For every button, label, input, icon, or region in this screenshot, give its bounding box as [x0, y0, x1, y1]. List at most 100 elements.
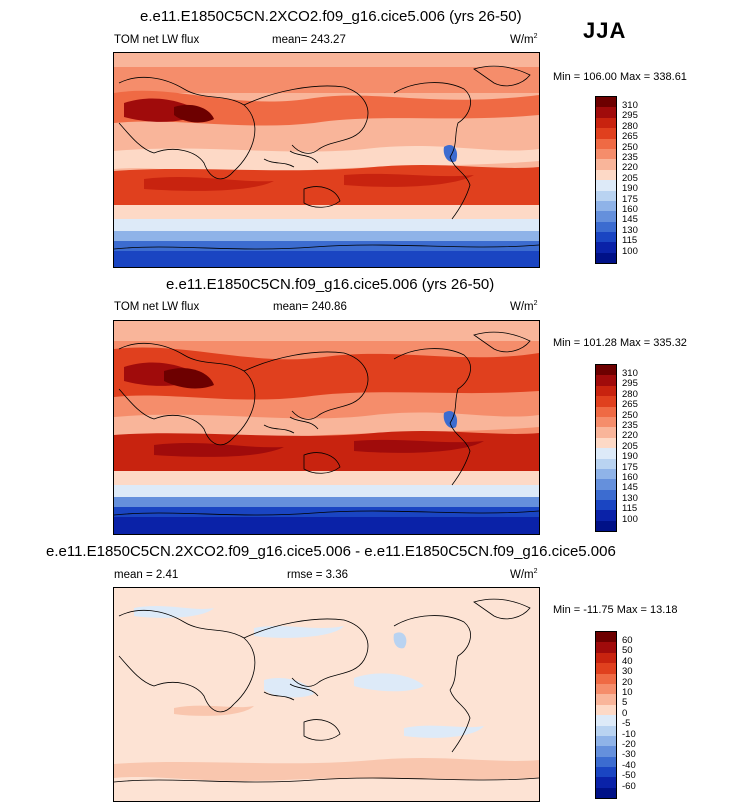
- tick-label: 310: [622, 368, 638, 379]
- map-antarctic-core: [114, 517, 539, 534]
- panel-1-units: W/m2: [510, 33, 538, 46]
- colorbar-seg-3: [596, 652, 616, 664]
- tick-label: -30: [622, 749, 636, 761]
- colorbar-seg-9: [596, 715, 616, 726]
- map-antarctic-edge-band: [114, 497, 539, 507]
- tick-label: 130: [622, 492, 638, 504]
- map-subtropical-band-north: [114, 347, 539, 400]
- tick-label: 265: [622, 399, 638, 411]
- map-coastlines: [114, 65, 539, 250]
- map-negative-patch: [393, 632, 407, 649]
- tick-label: 0: [622, 707, 628, 719]
- map-negative-patch: [134, 606, 214, 618]
- tick-label: 115: [622, 235, 638, 247]
- tick-label: 145: [622, 482, 638, 494]
- map-positive-patch: [174, 705, 254, 716]
- tick-label: 205: [622, 172, 638, 184]
- colorbar-seg-8: [596, 437, 616, 449]
- map-negative-patch: [254, 626, 344, 638]
- map-hotspot-a: [154, 443, 284, 457]
- map-itcz-band: [114, 145, 539, 173]
- tick-label: 250: [622, 141, 638, 153]
- panel-3-map: [113, 587, 540, 802]
- panel-1-minmax: Min = 106.00 Max = 338.61: [553, 71, 687, 83]
- tick-label: 190: [622, 451, 638, 463]
- colorbar-seg-6: [596, 416, 616, 428]
- tick-label: 160: [622, 204, 638, 215]
- map-negative-patch: [264, 677, 314, 698]
- colorbar-seg-1: [596, 365, 616, 376]
- panel-2-colorbar: [595, 364, 617, 532]
- tick-label: 235: [622, 152, 638, 163]
- panel-3-mean-label: mean = 2.41: [114, 569, 179, 581]
- tick-label: 5: [622, 697, 628, 709]
- panel-2-title: e.e11.E1850C5CN.f09_g16.cice5.006 (yrs 2…: [166, 276, 495, 293]
- colorbar-seg-9: [596, 180, 616, 191]
- panel-2-variable-label: TOM net LW flux: [114, 301, 200, 313]
- panel-1-map-svg: [114, 53, 539, 267]
- colorbar-seg-4: [596, 396, 616, 407]
- map-hotspot-a: [144, 177, 274, 191]
- colorbar-seg-3: [596, 117, 616, 129]
- tick-label: 40: [622, 655, 633, 667]
- colorbar-seg-15: [596, 777, 616, 788]
- map-itcz-band: [114, 412, 539, 439]
- tick-label: 100: [622, 513, 638, 525]
- tick-label: 265: [622, 131, 638, 143]
- panel-3-rmse-label: rmse = 3.36: [287, 569, 349, 581]
- colorbar-seg-10: [596, 190, 616, 201]
- tick-label: -50: [622, 770, 636, 782]
- colorbar-seg-11: [596, 735, 616, 747]
- panel-3-title: e.e11.E1850C5CN.2XCO2.f09_g16.cice5.006 …: [46, 543, 616, 560]
- panel-1-title: e.e11.E1850C5CN.2XCO2.f09_g16.cice5.006 …: [140, 8, 522, 25]
- tick-label: 220: [622, 430, 638, 442]
- tick-label: 50: [622, 645, 633, 657]
- colorbar-seg-12: [596, 479, 616, 490]
- panel-1-map: [113, 52, 540, 268]
- map-arctic-band: [114, 53, 539, 67]
- tick-label: 235: [622, 420, 638, 431]
- tick-label: -5: [622, 718, 631, 730]
- colorbar-seg-2: [596, 107, 616, 118]
- colorbar-seg-13: [596, 489, 616, 501]
- colorbar-seg-11: [596, 200, 616, 212]
- tick-label: 60: [622, 635, 633, 646]
- colorbar-seg-7: [596, 159, 616, 170]
- panel-3-units: W/m2: [510, 568, 538, 581]
- colorbar-seg-4: [596, 663, 616, 674]
- colorbar-seg-15: [596, 242, 616, 253]
- colorbar-seg-2: [596, 642, 616, 653]
- map-southern-ocean-band: [114, 219, 539, 231]
- map-coastlines: [114, 598, 539, 783]
- tick-label: 175: [622, 193, 638, 205]
- colorbar-seg-14: [596, 232, 616, 243]
- colorbar-seg-8: [596, 704, 616, 716]
- map-antarctic-edge-band: [114, 231, 539, 241]
- colorbar-seg-11: [596, 468, 616, 480]
- map-coastlines: [114, 331, 539, 516]
- colorbar-seg-16: [596, 787, 616, 798]
- colorbar-seg-5: [596, 673, 616, 684]
- map-negative-patch: [404, 725, 484, 738]
- colorbar-seg-10: [596, 458, 616, 469]
- panel-1-variable-label: TOM net LW flux: [114, 34, 200, 46]
- colorbar-seg-6: [596, 683, 616, 695]
- colorbar-seg-2: [596, 375, 616, 386]
- tick-label: 100: [622, 245, 638, 257]
- panel-1-mean-label: mean= 243.27: [272, 34, 346, 46]
- panel-2-map: [113, 320, 540, 535]
- panel-2-units: W/m2: [510, 300, 538, 313]
- map-arabia-hot: [174, 104, 214, 123]
- colorbar-seg-16: [596, 252, 616, 263]
- colorbar-seg-15: [596, 510, 616, 521]
- colorbar-seg-5: [596, 138, 616, 149]
- colorbar-seg-12: [596, 211, 616, 222]
- panel-1-colorbar: [595, 96, 617, 264]
- panel-3-map-svg: [114, 588, 539, 801]
- colorbar-seg-1: [596, 632, 616, 643]
- panel-2-map-svg: [114, 321, 539, 534]
- tick-label: 220: [622, 162, 638, 174]
- map-positive-band: [114, 758, 539, 781]
- colorbar-seg-6: [596, 148, 616, 160]
- colorbar-seg-14: [596, 767, 616, 778]
